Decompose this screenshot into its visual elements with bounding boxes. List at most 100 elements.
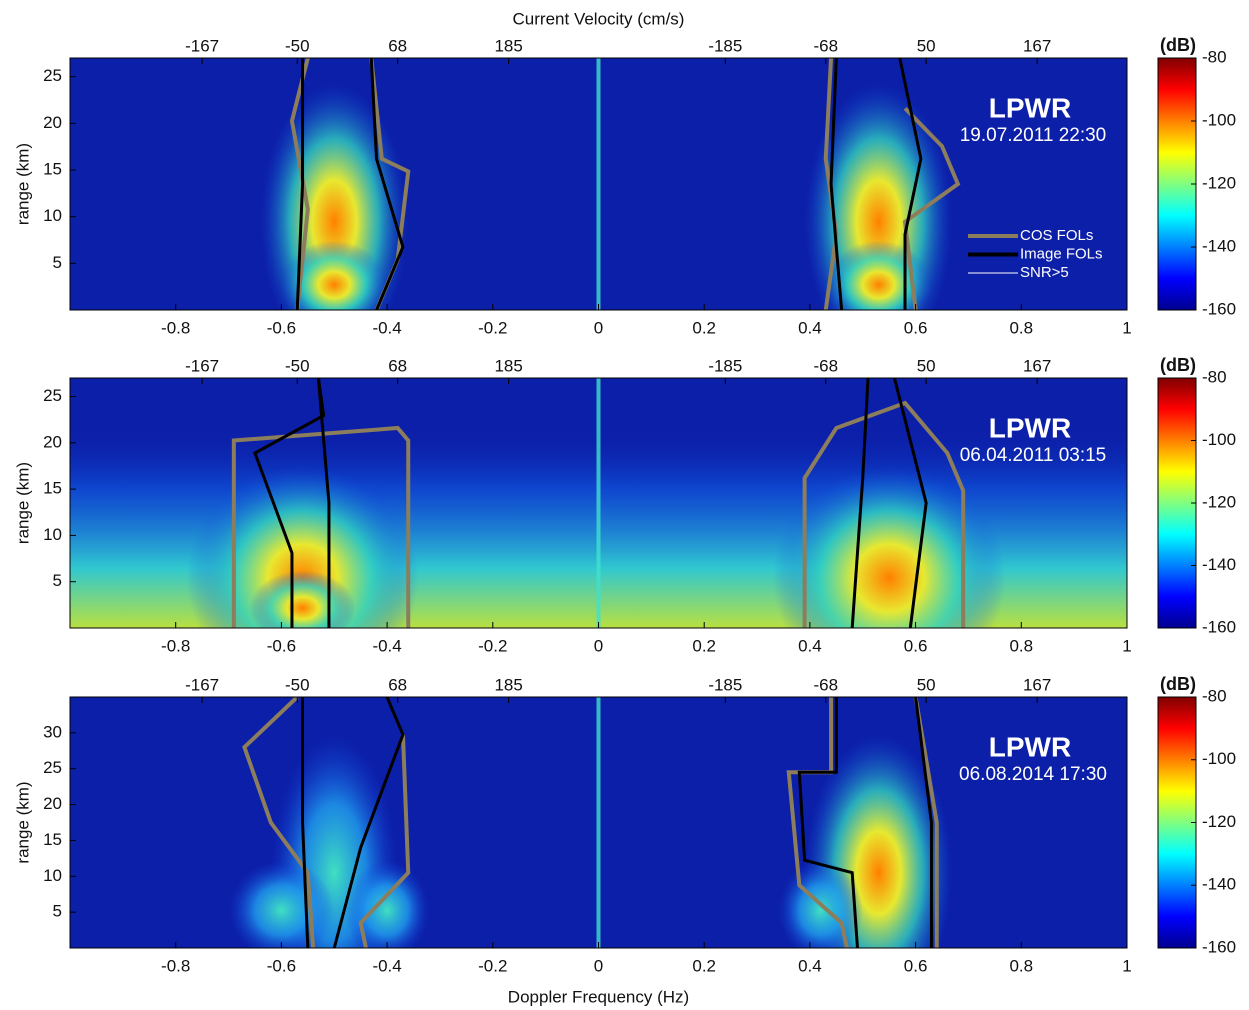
- y-tick-label: 20: [43, 432, 62, 451]
- contour: [369, 58, 405, 310]
- y-axis-label: range (km): [13, 462, 32, 544]
- contour: [301, 697, 310, 948]
- spectral-peak: [825, 240, 932, 310]
- contour: [289, 58, 310, 310]
- y-tick-label: 5: [53, 571, 62, 590]
- colorbar-tick-label: -160: [1202, 937, 1236, 956]
- x-tick-label: 0.4: [798, 636, 822, 655]
- x2-tick-label: 167: [1023, 675, 1051, 694]
- zero-line: [596, 378, 601, 628]
- y-axis-label: range (km): [13, 781, 32, 863]
- x-tick-label: 1: [1122, 956, 1131, 975]
- contour: [358, 734, 411, 948]
- x-tick-label: 0: [594, 318, 603, 337]
- colorbar-tick-label: -100: [1202, 110, 1236, 129]
- zero-line: [596, 697, 601, 948]
- spectral-peak: [344, 860, 430, 948]
- x-tick-label: 0: [594, 956, 603, 975]
- contour: [802, 400, 966, 628]
- contour: [898, 58, 923, 310]
- x-tick-label: -0.8: [161, 636, 190, 655]
- y-tick-label: 10: [43, 525, 62, 544]
- contour: [829, 58, 844, 310]
- contour: [242, 697, 316, 948]
- y-tick-label: 30: [43, 722, 62, 741]
- x2-tick-label: -68: [813, 675, 838, 694]
- heatmap: [70, 58, 1127, 310]
- contour: [786, 697, 849, 948]
- x2-tick-label: -50: [285, 36, 310, 55]
- panel-title: LPWR: [989, 92, 1071, 123]
- panel-subtitle: 06.08.2014 17:30: [959, 764, 1107, 785]
- x2-tick-label: 167: [1023, 356, 1051, 375]
- colorbar-tick-label: -140: [1202, 875, 1236, 894]
- x-tick-label: 0.6: [904, 956, 928, 975]
- colorbar-label: (dB): [1160, 355, 1196, 375]
- colorbar-tick-label: -100: [1202, 430, 1236, 449]
- contour: [231, 425, 411, 628]
- colorbar-label: (dB): [1160, 674, 1196, 694]
- colorbar: [1157, 377, 1197, 629]
- x-tick-label: 0.6: [904, 318, 928, 337]
- x2-tick-label: 68: [388, 36, 407, 55]
- x-axis-label: Doppler Frequency (Hz): [508, 987, 689, 1006]
- panel: -0.8 -0.6 -0.4 -0.2 0 0.2 0.4 0.6 0.8 1 -167 -50 68 1…: [13, 9, 1236, 337]
- x-tick-label: 1: [1122, 318, 1131, 337]
- x2-tick-label: 185: [494, 36, 522, 55]
- legend-label: Image FOLs: [1020, 245, 1103, 262]
- x-tick-label: 0.4: [798, 318, 822, 337]
- panel-subtitle: 06.04.2011 03:15: [960, 445, 1107, 466]
- legend-label: SNR>5: [1020, 264, 1069, 281]
- legend-label: COS FOLs: [1020, 227, 1093, 244]
- y-tick-label: 20: [43, 794, 62, 813]
- x2-tick-label: -50: [285, 356, 310, 375]
- panel: -0.8 -0.6 -0.4 -0.2 0 0.2 0.4 0.6 0.8 1 -167 -50 68 1…: [13, 674, 1236, 1007]
- panel-subtitle: 19.07.2011 22:30: [960, 125, 1107, 146]
- colorbar-tick-label: -80: [1202, 47, 1227, 66]
- x-tick-label: 0.8: [1009, 956, 1033, 975]
- x2-axis-label: Current Velocity (cm/s): [513, 9, 685, 28]
- spectral-peak: [186, 465, 419, 628]
- x2-tick-label: -50: [285, 675, 310, 694]
- spectral-peak: [249, 570, 356, 628]
- y-tick-label: 25: [43, 386, 62, 405]
- x2-tick-label: -68: [813, 356, 838, 375]
- y-tick-label: 15: [43, 159, 62, 178]
- contour: [914, 697, 933, 948]
- x-tick-label: 0.4: [798, 956, 822, 975]
- panel-title: LPWR: [989, 731, 1071, 762]
- colorbar-tick-label: -160: [1202, 617, 1236, 636]
- x-tick-label: 0.8: [1009, 318, 1033, 337]
- colorbar-tick-label: -100: [1202, 749, 1236, 768]
- x-tick-label: -0.6: [267, 318, 296, 337]
- contour: [316, 378, 331, 628]
- y-axis-label: range (km): [13, 143, 32, 225]
- y-tick-label: 5: [53, 253, 62, 272]
- y-tick-label: 10: [43, 866, 62, 885]
- x-tick-label: -0.4: [372, 636, 401, 655]
- colorbar-tick-label: -120: [1202, 812, 1236, 831]
- x-tick-label: 0.2: [692, 956, 716, 975]
- x-tick-label: 0.8: [1009, 636, 1033, 655]
- x2-tick-label: 68: [388, 356, 407, 375]
- x2-tick-label: 167: [1023, 36, 1051, 55]
- x-tick-label: 0: [594, 636, 603, 655]
- y-tick-label: 5: [53, 902, 62, 921]
- x2-tick-label: 50: [917, 356, 936, 375]
- contour: [295, 58, 305, 310]
- x2-tick-label: 185: [494, 356, 522, 375]
- x2-tick-label: -185: [708, 356, 742, 375]
- colorbar-tick-label: -120: [1202, 492, 1236, 511]
- x2-tick-label: 68: [388, 675, 407, 694]
- spectral-peak: [778, 860, 863, 948]
- x-tick-label: -0.8: [161, 318, 190, 337]
- colorbar-label: (dB): [1160, 35, 1196, 55]
- x-tick-label: -0.6: [267, 956, 296, 975]
- contour: [332, 697, 405, 948]
- spectral-peak: [281, 240, 388, 310]
- colorbar-tick-label: -140: [1202, 236, 1236, 255]
- panel-title: LPWR: [989, 412, 1071, 443]
- x2-tick-label: -167: [185, 675, 219, 694]
- x2-tick-label: -185: [708, 675, 742, 694]
